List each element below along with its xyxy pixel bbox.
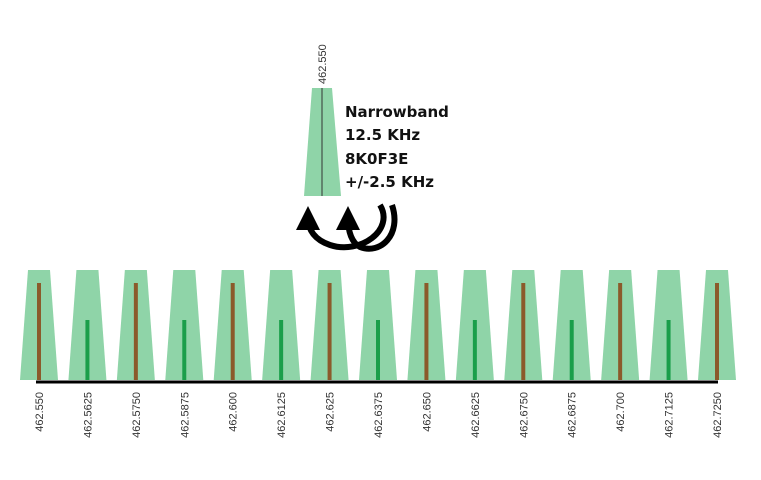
channel-label: 462.650 <box>421 392 433 432</box>
channel-label: 462.5625 <box>82 392 94 438</box>
channel-label: 462.550 <box>34 392 46 432</box>
detail-line: Narrowband <box>345 103 449 121</box>
channel-label: 462.6125 <box>276 392 288 438</box>
channel-label: 462.700 <box>615 392 627 432</box>
channel-group: 462.550 462.5625 462.5750 462.5875 462.600 46… <box>20 270 736 438</box>
channel-label: 462.600 <box>228 392 240 432</box>
detail-line: 12.5 KHz <box>345 126 420 144</box>
channel-label: 462.6875 <box>567 392 579 438</box>
arrow <box>336 204 398 252</box>
channel-label: 462.625 <box>325 392 337 432</box>
channel-label: 462.6750 <box>518 392 530 438</box>
arrow <box>296 203 387 251</box>
channel-label: 462.5750 <box>131 392 143 438</box>
detail-line: 8K0F3E <box>345 150 408 168</box>
channel-label: 462.6375 <box>373 392 385 438</box>
detail-line: +/-2.5 KHz <box>345 173 434 191</box>
channel-label: 462.7125 <box>664 392 676 438</box>
channel-label: 462.7250 <box>712 392 724 438</box>
channel-label: 462.5875 <box>179 392 191 438</box>
detail-frequency: 462.550 <box>317 44 329 84</box>
channel-label: 462.6625 <box>470 392 482 438</box>
